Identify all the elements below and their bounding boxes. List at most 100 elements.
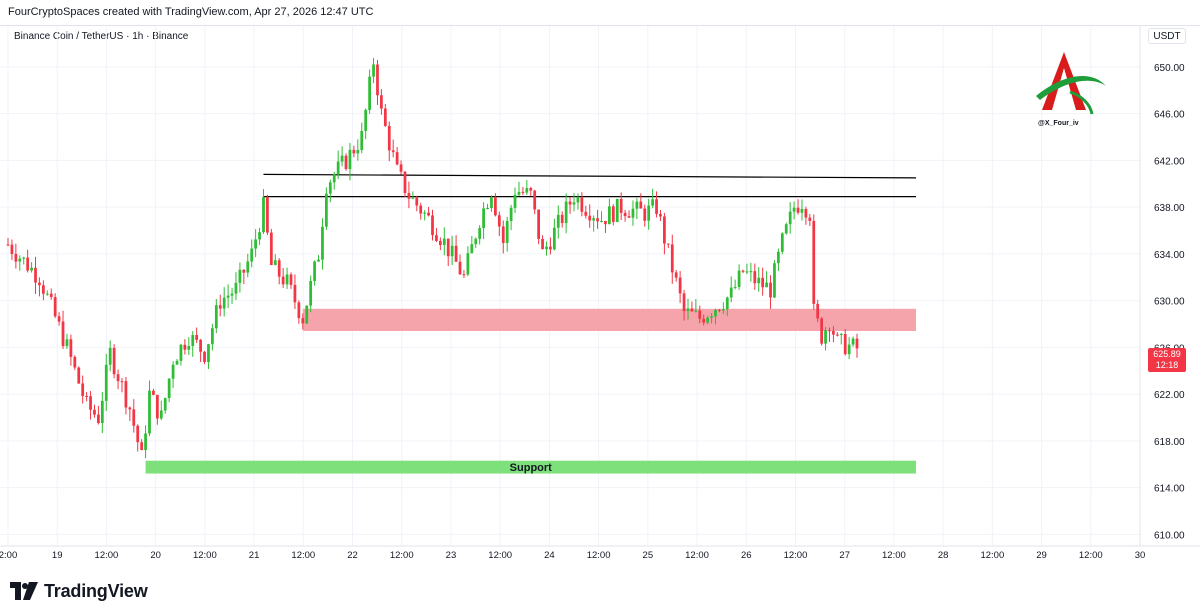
- time-tick-label: 23: [446, 550, 457, 561]
- candle-body: [285, 274, 289, 285]
- candle-body: [372, 64, 375, 77]
- candle-body: [10, 244, 14, 254]
- candle-body: [368, 76, 371, 110]
- price-tick-label: 622.00: [1154, 390, 1185, 401]
- candle-body: [81, 383, 85, 396]
- support-zone: [145, 460, 916, 474]
- candle-body: [576, 197, 580, 203]
- candle-body: [843, 333, 847, 355]
- candle-body: [556, 214, 560, 228]
- candle-body: [258, 232, 261, 240]
- candle-body: [313, 261, 316, 281]
- candle-body: [655, 199, 658, 214]
- price-chart[interactable]: Support 610.00614.00618.00622.00626.0063…: [0, 26, 1200, 576]
- candle-body: [820, 318, 824, 344]
- candle-body: [348, 149, 352, 170]
- candle-body: [761, 277, 765, 288]
- candle-body: [470, 244, 474, 254]
- time-tick-label: 12:00: [390, 550, 414, 561]
- price-tick-label: 650.00: [1154, 63, 1185, 74]
- candle-body: [6, 244, 10, 246]
- candle-body: [537, 209, 541, 239]
- candle-body: [517, 191, 521, 195]
- candle-body: [407, 193, 411, 199]
- candle-body: [482, 208, 485, 229]
- candle-body: [179, 344, 183, 361]
- candle-body: [442, 238, 446, 245]
- candle-body: [607, 206, 611, 225]
- candle-body: [22, 257, 26, 259]
- candle-body: [415, 197, 419, 206]
- candle-body: [171, 364, 175, 379]
- candle-body: [403, 171, 407, 194]
- candle-body: [297, 302, 301, 319]
- candle-body: [269, 232, 273, 265]
- candle-body: [529, 188, 533, 191]
- time-tick-label: 29: [1036, 550, 1047, 561]
- candle-body: [584, 211, 588, 216]
- candle-body: [847, 344, 851, 355]
- time-tick-label: 12:00: [882, 550, 906, 561]
- candle-body: [163, 398, 167, 411]
- candle-body: [615, 198, 619, 222]
- candle-body: [391, 150, 395, 153]
- candle-body: [199, 339, 202, 352]
- time-tick-label: 12:00: [1079, 550, 1103, 561]
- last-price-value: 625.89: [1153, 349, 1181, 359]
- candle-body: [132, 409, 136, 426]
- currency-unit-label[interactable]: USDT: [1148, 28, 1186, 44]
- candle-body: [666, 243, 670, 245]
- candle-body: [690, 308, 694, 312]
- candle-body: [273, 260, 277, 265]
- time-tick-label: 12:00: [488, 550, 512, 561]
- candle-body: [643, 208, 647, 221]
- last-price-label: 625.89 12:18: [1148, 348, 1186, 372]
- candle-body: [564, 201, 568, 224]
- candle-body: [218, 305, 222, 309]
- candle-body: [53, 297, 57, 317]
- candle-body: [112, 347, 116, 375]
- candle-body: [356, 150, 360, 154]
- symbol-info[interactable]: Binance Coin / TetherUS · 1h · Binance: [14, 31, 189, 42]
- price-tick-label: 638.00: [1154, 203, 1185, 214]
- candle-body: [828, 330, 831, 332]
- candle-body: [309, 280, 313, 306]
- candle-body: [73, 356, 77, 368]
- candle-body: [478, 228, 482, 239]
- candle-body: [230, 293, 234, 296]
- time-tick-label: 27: [839, 550, 850, 561]
- candle-body: [545, 246, 548, 250]
- candle-body: [45, 293, 49, 295]
- candle-body: [651, 199, 654, 206]
- candle-body: [26, 257, 30, 271]
- candle-body: [277, 260, 281, 277]
- time-tick-label: 12:00: [784, 550, 808, 561]
- candle-body: [710, 316, 713, 318]
- candle-body: [69, 339, 73, 357]
- candle-body: [226, 295, 230, 298]
- time-tick-label: 21: [249, 550, 260, 561]
- tradingview-brand[interactable]: TradingView: [10, 580, 148, 602]
- candle-body: [745, 271, 749, 273]
- candle-body: [262, 196, 265, 233]
- candle-body: [222, 297, 226, 309]
- candle-body: [435, 235, 438, 241]
- candle-body: [458, 261, 462, 275]
- candle-body: [360, 130, 364, 151]
- candle-body: [211, 328, 214, 345]
- candle-body: [812, 220, 816, 304]
- candle-body: [336, 161, 340, 175]
- candle-body: [399, 164, 403, 172]
- candle-body: [670, 244, 674, 273]
- candle-body: [214, 305, 218, 329]
- resistance-zone: [302, 308, 916, 331]
- candle-body: [89, 396, 92, 410]
- candle-body: [148, 390, 151, 434]
- candle-body: [438, 240, 442, 245]
- candle-body: [773, 263, 776, 298]
- price-tick-label: 642.00: [1154, 156, 1185, 167]
- attribution-bar: FourCryptoSpaces created with TradingVie…: [0, 0, 1200, 26]
- candle-body: [97, 414, 100, 423]
- candle-body: [234, 282, 238, 294]
- candle-body: [175, 360, 179, 365]
